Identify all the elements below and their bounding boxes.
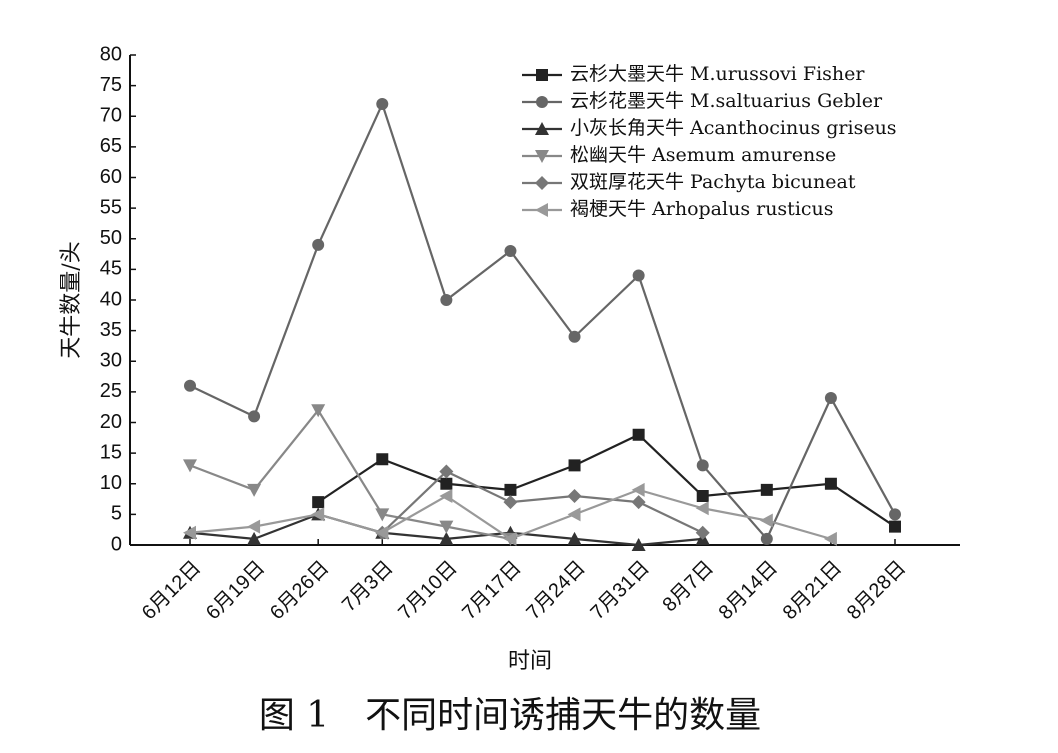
- x-tick-label: 6月12日: [138, 557, 205, 624]
- data-point: [312, 496, 325, 509]
- data-point: [631, 482, 645, 497]
- x-tick-label: 8月14日: [715, 557, 782, 624]
- y-tick-label: 45: [100, 258, 122, 280]
- x-axis-label: 时间: [508, 649, 552, 674]
- legend-label: 褐梗天牛 Arhopalus rusticus: [570, 198, 834, 220]
- data-point: [183, 525, 196, 540]
- series-line: [381, 470, 704, 534]
- data-point: [247, 483, 262, 497]
- data-point: [567, 507, 581, 522]
- data-point: [631, 495, 646, 510]
- data-point: [696, 459, 709, 472]
- data-point: [439, 520, 454, 534]
- data-point: [503, 495, 518, 510]
- y-tick-label: 65: [100, 135, 122, 157]
- data-point: [695, 525, 710, 540]
- y-tick-label: 50: [100, 227, 122, 249]
- y-tick-label: 0: [111, 533, 122, 555]
- legend-label: 松幽天牛 Asemum amurense: [570, 144, 836, 166]
- legend-label: 双斑厚花天牛 Pachyta bicuneat: [570, 171, 856, 193]
- data-point: [439, 531, 454, 545]
- y-tick-label: 40: [100, 288, 122, 310]
- x-tick-label: 7月10日: [394, 557, 461, 624]
- data-point: [440, 477, 453, 490]
- x-tick-label: 8月28日: [843, 557, 910, 624]
- data-point: [567, 489, 582, 503]
- data-point: [568, 459, 581, 472]
- data-point: [504, 483, 517, 496]
- y-tick-label: 55: [100, 196, 122, 218]
- data-point: [824, 477, 837, 490]
- x-tick-label: 8月7日: [658, 557, 718, 617]
- x-tick-label: 7月24日: [522, 557, 589, 624]
- data-point: [376, 98, 389, 110]
- series-line: [189, 100, 896, 541]
- chart-title: 图 1 不同时间诱捕天牛的数量: [259, 695, 761, 736]
- data-point: [312, 238, 325, 251]
- legend-marker: [535, 176, 549, 190]
- data-point: [760, 532, 773, 545]
- y-axis-label: 天牛数量/头: [59, 241, 84, 358]
- data-point: [889, 520, 901, 533]
- legend-label: 小灰长角天牛 Acanthocinus griseus: [570, 117, 897, 139]
- legend-marker: [535, 150, 549, 163]
- data-point: [375, 508, 390, 522]
- y-tick-label: 10: [100, 472, 122, 494]
- data-point: [247, 531, 262, 545]
- data-point: [247, 519, 261, 534]
- x-tick-label: 6月26日: [266, 557, 333, 624]
- data-point: [631, 538, 646, 551]
- y-tick-label: 35: [100, 319, 122, 341]
- data-point: [824, 392, 837, 404]
- data-point: [439, 464, 454, 479]
- y-tick-label: 5: [111, 503, 122, 525]
- data-point: [183, 459, 197, 473]
- y-tick-label: 25: [100, 380, 122, 402]
- x-tick-label: 7月31日: [586, 557, 653, 624]
- data-point: [184, 379, 196, 392]
- x-tick-label: 7月17日: [458, 557, 525, 624]
- data-point: [376, 453, 389, 466]
- series-line: [317, 433, 896, 528]
- legend-marker: [536, 69, 548, 81]
- data-point: [439, 489, 453, 503]
- y-tick-label: 70: [100, 105, 122, 127]
- y-tick-label: 60: [100, 166, 122, 188]
- data-point: [696, 490, 709, 502]
- legend-marker: [535, 122, 549, 135]
- series-line: [189, 408, 511, 540]
- data-point: [632, 269, 645, 282]
- data-point: [759, 513, 773, 528]
- y-tick-label: 80: [100, 43, 122, 65]
- data-point: [311, 507, 325, 522]
- data-point: [440, 294, 453, 306]
- legend-marker: [536, 96, 548, 108]
- y-tick-label: 15: [100, 441, 122, 463]
- y-tick-label: 75: [100, 74, 122, 96]
- x-tick-label: 8月21日: [779, 557, 846, 624]
- data-point: [504, 245, 517, 257]
- data-point: [695, 501, 709, 516]
- data-point: [375, 525, 389, 540]
- data-point: [760, 483, 773, 496]
- data-point: [503, 531, 517, 546]
- y-tick-label: 30: [100, 350, 122, 372]
- legend-marker: [535, 203, 548, 217]
- data-point: [632, 428, 645, 441]
- data-point: [567, 531, 582, 545]
- data-point: [248, 410, 261, 423]
- data-point: [311, 404, 326, 418]
- data-point: [568, 330, 581, 343]
- legend-label: 云杉花墨天牛 M.saltuarius Gebler: [570, 90, 883, 112]
- legend-label: 云杉大墨天牛 M.urussovi Fisher: [570, 63, 865, 85]
- x-tick-label: 7月3日: [338, 557, 398, 617]
- x-tick-label: 6月19日: [202, 557, 269, 624]
- y-tick-label: 20: [100, 411, 122, 433]
- data-point: [823, 531, 837, 546]
- data-point: [889, 508, 901, 521]
